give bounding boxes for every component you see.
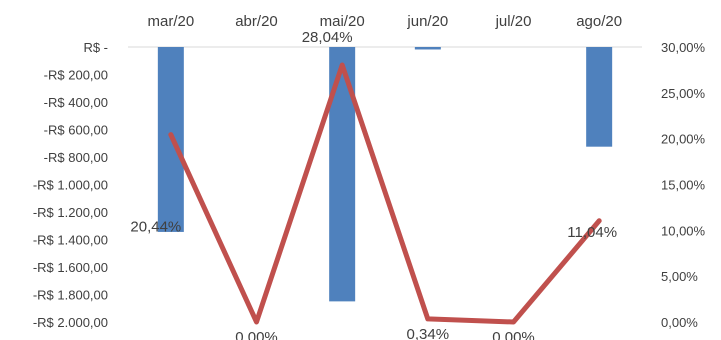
line-data-label: 28,04% bbox=[302, 29, 353, 46]
bar-series bbox=[157, 47, 613, 302]
left-tick-label: -R$ 400,00 bbox=[44, 95, 108, 110]
right-tick-label: 30,00% bbox=[661, 40, 706, 55]
left-tick-label: -R$ 600,00 bbox=[44, 123, 108, 138]
left-tick-label: -R$ 1.200,00 bbox=[33, 205, 108, 220]
line-data-label: 11,04% bbox=[567, 224, 617, 241]
line-data-label: 0,00% bbox=[235, 329, 278, 340]
right-tick-label: 0,00% bbox=[661, 315, 698, 330]
left-tick-label: -R$ 1.800,00 bbox=[33, 288, 108, 303]
left-tick-label: -R$ 1.600,00 bbox=[33, 260, 108, 275]
left-tick-label: -R$ 1.000,00 bbox=[33, 178, 108, 193]
line-series bbox=[168, 62, 602, 325]
x-tick-label: mar/20 bbox=[147, 13, 194, 30]
left-tick-label: -R$ 800,00 bbox=[44, 150, 108, 165]
right-tick-label: 5,00% bbox=[661, 269, 698, 284]
bar-3 bbox=[414, 47, 441, 50]
right-tick-label: 15,00% bbox=[661, 178, 706, 193]
left-tick-label: R$ - bbox=[83, 40, 108, 55]
x-tick-label: mai/20 bbox=[320, 13, 365, 30]
right-tick-label: 10,00% bbox=[661, 223, 706, 238]
right-tick-label: 25,00% bbox=[661, 86, 706, 101]
left-tick-label: -R$ 200,00 bbox=[44, 68, 108, 83]
x-tick-label: jun/20 bbox=[406, 13, 448, 30]
right-axis-tick-labels: 30,00% 25,00% 20,00% 15,00% 10,00% 5,00% 0,00% bbox=[661, 40, 706, 330]
line-data-label: 0,00% bbox=[492, 329, 535, 340]
line-data-label: 0,34% bbox=[407, 326, 450, 340]
line-data-labels: 20,44% 0,00% 28,04% 0,34% 0,00% 11,04% bbox=[130, 29, 617, 340]
right-tick-label: 20,00% bbox=[661, 132, 706, 147]
left-tick-label: -R$ 2.000,00 bbox=[33, 315, 108, 330]
x-tick-label: abr/20 bbox=[235, 13, 278, 30]
bar-5 bbox=[586, 47, 613, 147]
left-tick-label: -R$ 1.400,00 bbox=[33, 233, 108, 248]
line-data-label: 20,44% bbox=[130, 219, 181, 236]
x-tick-labels: mar/20 abr/20 mai/20 jun/20 jul/20 ago/20 bbox=[147, 13, 622, 30]
x-tick-label: jul/20 bbox=[495, 13, 532, 30]
x-tick-label: ago/20 bbox=[576, 13, 622, 30]
left-axis-tick-labels: R$ - -R$ 200,00 -R$ 400,00 -R$ 600,00 -R$ 80… bbox=[33, 40, 108, 330]
